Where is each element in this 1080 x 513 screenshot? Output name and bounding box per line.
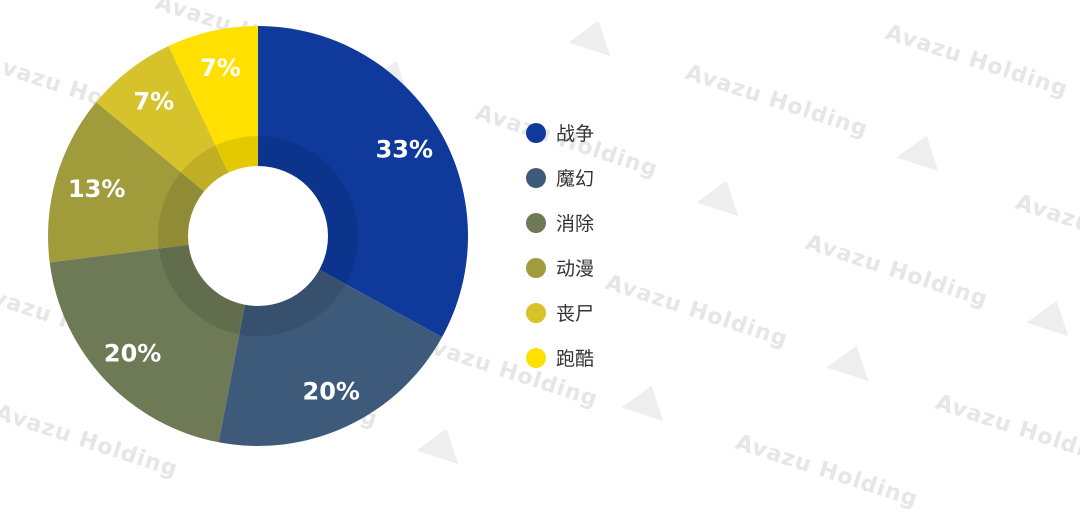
watermark-text: Avazu Holding: [932, 390, 1080, 473]
watermark-text: Avazu Holding: [682, 60, 872, 143]
legend-label: 魔幻: [556, 168, 595, 190]
watermark-logo-icon: [896, 128, 948, 172]
legend-label: 丧尸: [556, 303, 595, 325]
watermark-logo-icon: [621, 378, 673, 422]
watermark-logo-icon: [1026, 293, 1078, 337]
legend-item: 消除: [526, 200, 594, 245]
legend-swatch: [526, 122, 546, 143]
legend-item: 跑酷: [526, 335, 594, 380]
watermark-text: Avazu Holding: [802, 230, 992, 313]
legend: 战争魔幻消除动漫丧尸跑酷: [526, 110, 594, 380]
legend-swatch: [526, 347, 546, 368]
watermark-logo-icon: [826, 338, 878, 382]
watermark-text: Avazu Holding: [732, 430, 922, 513]
donut-hole: [188, 166, 328, 306]
legend-swatch: [526, 212, 546, 233]
watermark-text: Avazu Holding: [882, 20, 1072, 103]
legend-item: 战争: [526, 110, 594, 155]
legend-swatch: [526, 302, 546, 323]
watermark-logo-icon: [568, 13, 620, 57]
legend-label: 跑酷: [556, 348, 595, 370]
donut-chart: 33% 20% 20% 13% 7% 7%: [48, 26, 469, 447]
legend-label: 战争: [556, 123, 595, 145]
slice-label-6: 7%: [200, 54, 241, 82]
slice-label-4: 13%: [68, 175, 125, 203]
legend-swatch: [526, 257, 546, 278]
slice-label-1: 33%: [376, 135, 433, 163]
legend-item: 动漫: [526, 245, 594, 290]
slice-label-5: 7%: [133, 88, 174, 116]
watermark-logo-icon: [696, 173, 748, 217]
legend-label: 消除: [556, 213, 595, 235]
slice-label-3: 20%: [104, 340, 161, 368]
legend-swatch: [526, 167, 546, 188]
legend-item: 丧尸: [526, 290, 594, 335]
watermark-text: Avazu Holding: [1012, 190, 1080, 273]
pie-slice-3: [49, 236, 258, 443]
legend-item: 魔幻: [526, 155, 594, 200]
watermark-text: Avazu Holding: [602, 270, 792, 353]
legend-label: 动漫: [556, 258, 595, 280]
slice-label-2: 20%: [303, 378, 360, 406]
